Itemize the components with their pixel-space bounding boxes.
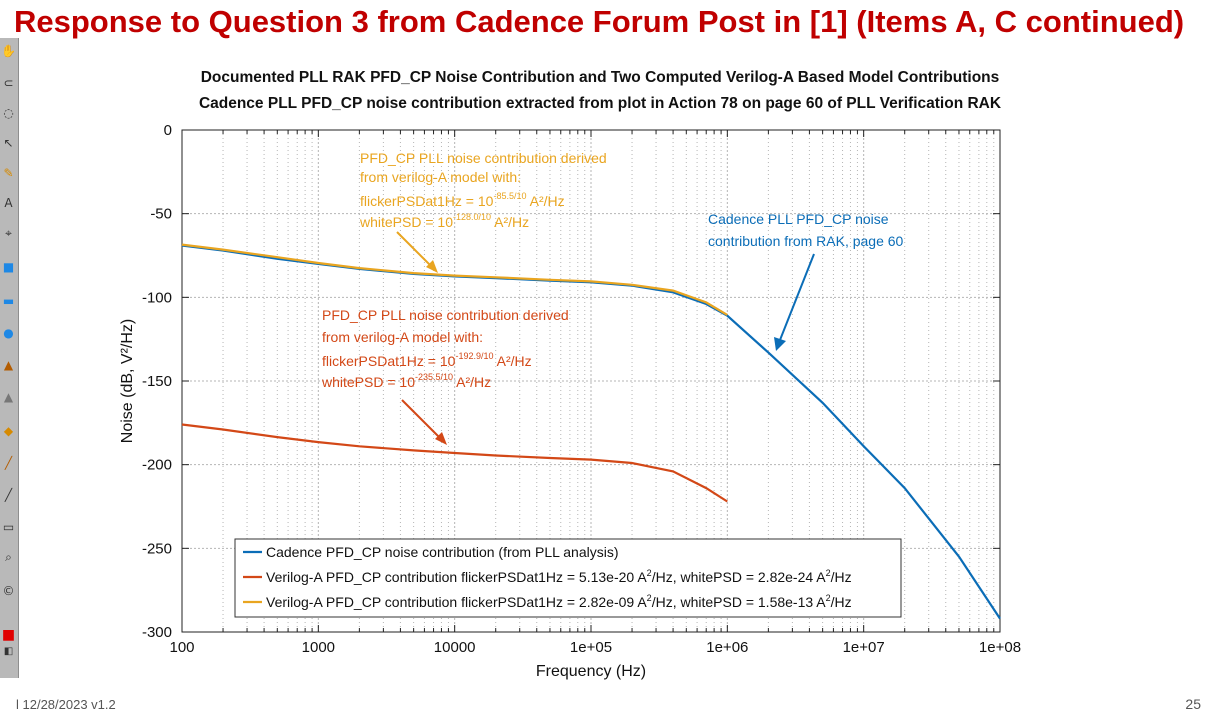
y-tick-label: -100	[142, 289, 172, 306]
eraser-icon[interactable]: ◆	[3, 424, 14, 438]
annotation-red-line2: from verilog-A model with:	[322, 329, 483, 345]
chart-title-line2: Cadence PLL PFD_CP noise contribution ex…	[199, 95, 1002, 112]
annotation-orange-line4: whitePSD = 10-128.0/10 A²/Hz	[359, 212, 529, 230]
x-tick-label: 10000	[434, 639, 476, 656]
y-axis-label: Noise (dB, V²/Hz)	[119, 319, 136, 443]
crosshair-icon[interactable]: ⌖	[5, 226, 12, 240]
annotation-blue: Cadence PLL PFD_CP noise contribution fr…	[708, 211, 904, 351]
annotation-red-arrow	[401, 399, 443, 441]
legend-entry-cadence: Cadence PFD_CP noise contribution (from …	[266, 544, 619, 560]
x-tick-label: 1e+08	[979, 639, 1021, 656]
legend-entry-verilog-high: Verilog-A PFD_CP contribution flickerPSD…	[266, 593, 852, 610]
lasso-icon[interactable]: ⊂	[3, 76, 14, 90]
cone-icon[interactable]: ▲	[3, 390, 14, 404]
paint-brush-icon[interactable]: ╱	[4, 488, 13, 502]
annotation-orange: PFD_CP PLL noise contribution derived fr…	[359, 150, 607, 273]
stamp-icon[interactable]: ▲	[3, 358, 14, 372]
circle-icon[interactable]: ●	[3, 326, 14, 340]
series-line-verilog-a-low	[181, 423, 728, 503]
y-tick-label: -200	[142, 457, 172, 474]
page-number: 25	[1185, 696, 1201, 712]
annotation-blue-arrowhead	[774, 337, 786, 351]
legend: Cadence PFD_CP noise contribution (from …	[234, 538, 902, 618]
pencil-icon[interactable]: ✎	[3, 166, 14, 180]
brush-icon[interactable]: ╱	[4, 456, 13, 470]
y-tick-label: -250	[142, 540, 172, 557]
y-tick-label: -150	[142, 373, 172, 390]
annotation-orange-arrowhead	[426, 260, 438, 273]
swap-colors-icon[interactable]: ◧	[3, 646, 14, 657]
footer-date: l 12/28/2023 v1.2	[16, 697, 116, 712]
move-tool-icon[interactable]: ↖	[3, 136, 14, 150]
series-line-verilog-a-high	[181, 243, 728, 316]
annotation-orange-arrow	[396, 231, 434, 269]
annotation-orange-line2: from verilog-A model with:	[360, 169, 521, 185]
y-tick-label: -50	[150, 206, 172, 223]
drawing-toolbar: ✋ ⊂ ◌ ↖ ✎ A ⌖ ■ ▬ ● ▲ ▲ ◆ ╱ ╱ ▭ ⌕ © ■ ◧	[0, 38, 19, 678]
x-tick-label: 1e+06	[706, 639, 748, 656]
x-axis-label: Frequency (Hz)	[536, 663, 646, 680]
legend-entry-verilog-low: Verilog-A PFD_CP contribution flickerPSD…	[266, 568, 852, 585]
chart-title-line1: Documented PLL RAK PFD_CP Noise Contribu…	[201, 69, 1000, 86]
y-tick-label: -300	[142, 624, 172, 641]
annotation-blue-arrow	[779, 253, 815, 341]
annotation-red-line3: flickerPSDat1Hz = 10-192.9/10 A²/Hz	[322, 351, 532, 369]
hand-tool-icon[interactable]: ✋	[1, 44, 16, 58]
y-tick-label: 0	[164, 122, 172, 139]
annotation-red-arrowhead	[435, 432, 447, 445]
annotation-orange-line1: PFD_CP PLL noise contribution derived	[360, 150, 607, 166]
color-swatch-icon[interactable]: ■	[1, 627, 16, 643]
x-tick-label: 1e+05	[570, 639, 612, 656]
x-tick-label: 1000	[302, 639, 335, 656]
annotation-blue-line2: contribution from RAK, page 60	[708, 233, 904, 249]
text-tool-icon[interactable]: A	[4, 196, 13, 210]
series-lines	[181, 243, 1001, 620]
rectangle-icon[interactable]: ■	[2, 260, 15, 274]
zoom-icon[interactable]: ⌕	[5, 550, 12, 564]
x-tick-label: 100	[169, 639, 194, 656]
annotation-red-line4: whitePSD = 10-235.5/10 A²/Hz	[321, 372, 491, 390]
rounded-rect-icon[interactable]: ▬	[2, 294, 15, 308]
annotation-red-line1: PFD_CP PLL noise contribution derived	[322, 307, 569, 323]
slide-title: Response to Question 3 from Cadence Foru…	[14, 4, 1185, 39]
legend-box	[234, 538, 902, 618]
copyright-icon[interactable]: ©	[2, 584, 15, 598]
ruler-icon[interactable]: ▭	[2, 520, 15, 534]
x-tick-label: 1e+07	[843, 639, 885, 656]
annotation-blue-line1: Cadence PLL PFD_CP noise	[708, 211, 889, 227]
annotation-red: PFD_CP PLL noise contribution derived fr…	[321, 307, 569, 445]
ellipse-select-icon[interactable]: ◌	[3, 106, 14, 120]
annotation-orange-line3: flickerPSDat1Hz = 10-85.5/10 A²/Hz	[360, 191, 565, 209]
